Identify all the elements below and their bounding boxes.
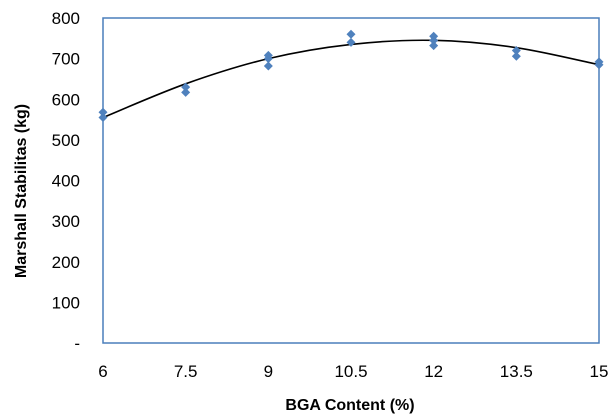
data-point-marker [263, 61, 273, 71]
plot-area [102, 17, 600, 344]
x-tick-label: 15 [590, 362, 609, 381]
y-tick-label: 700 [52, 50, 80, 69]
data-points [98, 29, 604, 123]
data-point-marker [511, 51, 521, 61]
y-tick-label: 100 [52, 293, 80, 312]
data-point-marker [346, 37, 356, 47]
x-tick-label: 9 [264, 362, 273, 381]
trendline [102, 39, 600, 119]
y-tick-label: 300 [52, 212, 80, 231]
data-point-marker [594, 60, 604, 70]
x-axis-title: BGA Content (%) [285, 397, 414, 414]
data-point-marker [181, 82, 191, 92]
data-point-marker [98, 113, 108, 123]
data-point-marker [98, 107, 108, 117]
y-tick-label: 600 [52, 90, 80, 109]
y-tick-label: 400 [52, 172, 80, 191]
y-axis-tick-labels: - 100 200 300 400 500 600 700 800 [52, 9, 80, 353]
x-tick-label: 7.5 [174, 362, 198, 381]
data-point-marker [263, 54, 273, 64]
x-tick-label: 13.5 [500, 362, 533, 381]
x-axis-tick-labels: 6 7.5 9 10.5 12 13.5 15 [98, 362, 608, 381]
x-tick-label: 12 [424, 362, 443, 381]
y-axis-title: Marshall Stabilitas (kg) [13, 104, 30, 278]
y-tick-label: 500 [52, 131, 80, 150]
data-point-marker [511, 46, 521, 55]
y-tick-label: 800 [52, 9, 80, 28]
data-point-marker [346, 29, 356, 39]
data-point-marker [429, 41, 439, 51]
x-tick-label: 6 [98, 362, 107, 381]
data-point-marker [429, 35, 439, 45]
x-tick-label: 10.5 [334, 362, 367, 381]
y-tick-label: 200 [52, 253, 80, 272]
y-tick-label: - [74, 334, 80, 353]
data-point-marker [181, 87, 191, 97]
